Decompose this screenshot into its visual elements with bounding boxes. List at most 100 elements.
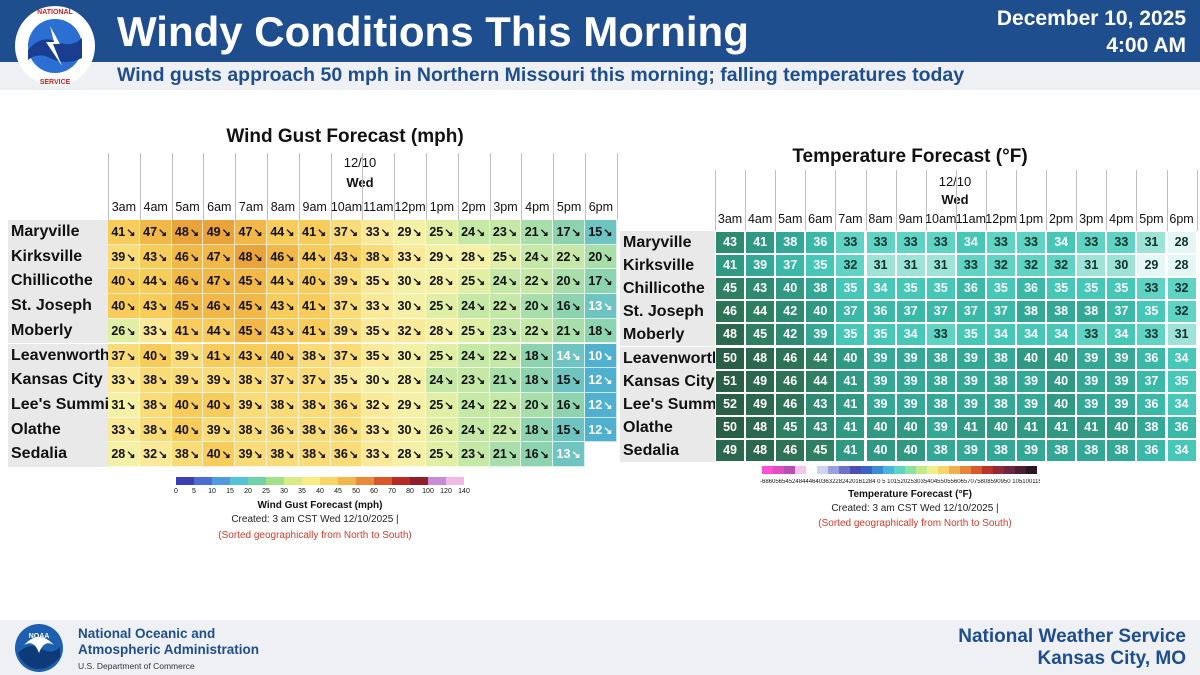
noaa-name-line1: National Oceanic and [78,626,216,641]
temp-cell: 34 [865,277,896,301]
wind-cell: 15↘ [585,220,617,245]
temp-cell: 41 [835,438,866,462]
temp-cell: 33 [865,231,896,255]
wind-direction-arrow-icon: ↘ [189,251,200,264]
wind-x-tick: 3pm [493,200,518,214]
wind-cell: 24↘ [457,220,490,245]
temp-cell: 45 [805,438,836,462]
temp-cell: 36 [1136,392,1167,416]
wind-cell: 43↘ [139,244,172,270]
temp-cell: 48 [715,323,746,347]
wind-direction-arrow-icon: ↘ [412,276,422,289]
temp-cell: 35 [955,323,986,347]
wind-cell: 10↘ [585,343,617,369]
temp-cell: 39 [1016,369,1047,393]
wind-direction-arrow-icon: ↘ [317,350,327,363]
wind-cell: 20↘ [553,269,585,295]
wind-direction-arrow-icon: ↘ [285,350,295,363]
wind-direction-arrow-icon: ↘ [253,276,263,289]
wind-cell: 43↘ [267,318,299,344]
temp-cell: 46 [775,346,806,370]
wind-cell: 22↘ [553,244,585,270]
wind-direction-arrow-icon: ↘ [285,251,295,264]
wind-cell: 39↘ [235,442,267,467]
temp-legend-swatch [817,466,828,474]
wind-direction-arrow-icon: ↘ [285,449,295,462]
wind-cell: 43↘ [139,294,172,319]
wind-cell: 29↘ [394,220,426,245]
temp-cell: 34 [895,323,926,347]
wind-legend-swatch [320,477,338,485]
temp-cell: 39 [1076,346,1107,370]
wind-cell [585,442,617,467]
wind-direction-arrow-icon: ↘ [412,399,422,412]
temp-cell: 46 [775,369,806,393]
wind-x-tick: 6am [207,200,232,214]
wind-cell: 28↘ [394,368,426,393]
temp-cell: 32 [1166,300,1197,324]
wind-direction-arrow-icon: ↘ [285,325,295,338]
temp-cell: 33 [925,231,956,255]
wind-cell: 40↘ [171,392,204,418]
wind-direction-arrow-icon: ↘ [317,301,327,314]
temp-cell: 49 [715,438,746,462]
temp-cell: 40 [775,277,806,301]
temp-cell: 46 [715,300,746,324]
temp-cell: 36 [865,300,896,324]
wind-legend-swatch [176,477,194,485]
wind-direction-arrow-icon: ↘ [348,325,359,338]
temp-cell: 38 [985,346,1016,370]
temp-cell: 35 [1106,277,1137,301]
wind-cell: 21↘ [489,442,522,467]
wind-cell: 46↘ [171,269,204,295]
temp-cell: 40 [865,438,896,462]
temp-cell: 38 [1046,438,1077,462]
wind-x-tick: 4am [143,200,168,214]
wind-direction-arrow-icon: ↘ [476,424,486,437]
temp-x-tick: 12pm [985,212,1017,226]
temp-cell: 37 [835,300,866,324]
wind-direction-arrow-icon: ↘ [126,251,136,264]
wind-cell: 37↘ [298,368,331,393]
wind-cell: 20↘ [521,392,554,418]
wind-cell: 46↘ [203,294,236,319]
wind-direction-arrow-icon: ↘ [444,424,454,437]
temp-cell: 39 [895,346,926,370]
temp-cell: 41 [1046,415,1077,439]
wind-direction-arrow-icon: ↘ [158,301,168,314]
wind-direction-arrow-icon: ↘ [158,276,168,289]
temp-cell: 32 [1016,254,1047,278]
wind-direction-arrow-icon: ↘ [444,325,454,338]
temp-grid-line [1166,170,1168,231]
wind-cell: 33↘ [362,294,395,319]
wind-cell: 39↘ [235,392,267,418]
temp-cell: 32 [985,254,1016,278]
wind-direction-arrow-icon: ↘ [253,227,263,239]
temp-cell: 39 [1106,346,1137,370]
wind-cell: 45↘ [235,318,267,344]
wind-direction-arrow-icon: ↘ [126,325,136,338]
wind-direction-arrow-icon: ↘ [603,325,613,338]
wind-direction-arrow-icon: ↘ [603,350,613,363]
wind-cell: 39↘ [203,368,236,393]
wind-direction-arrow-icon: ↘ [253,301,263,314]
wind-cell: 46↘ [171,244,204,270]
wind-cell: 22↘ [489,392,522,418]
subtitle-bar [0,62,1200,90]
wind-direction-arrow-icon: ↘ [603,251,613,264]
wind-cell: 43↘ [267,294,299,319]
issue-time: 4:00 AM [1106,34,1186,57]
temp-cell: 43 [805,415,836,439]
wind-cell: 49↘ [203,220,236,245]
svg-text:NATIONAL: NATIONAL [37,9,73,16]
wind-direction-arrow-icon: ↘ [476,350,486,363]
wind-direction-arrow-icon: ↘ [221,399,231,412]
wind-direction-arrow-icon: ↘ [317,424,327,437]
temp-cell: 34 [1016,323,1047,347]
wind-legend-tick: 35 [298,488,306,495]
temp-cell: 40 [1106,415,1137,439]
wind-cell: 25↘ [457,269,490,295]
wind-direction-arrow-icon: ↘ [603,424,613,437]
wind-direction-arrow-icon: ↘ [253,350,263,363]
temp-row-label: Kansas City [620,369,715,393]
